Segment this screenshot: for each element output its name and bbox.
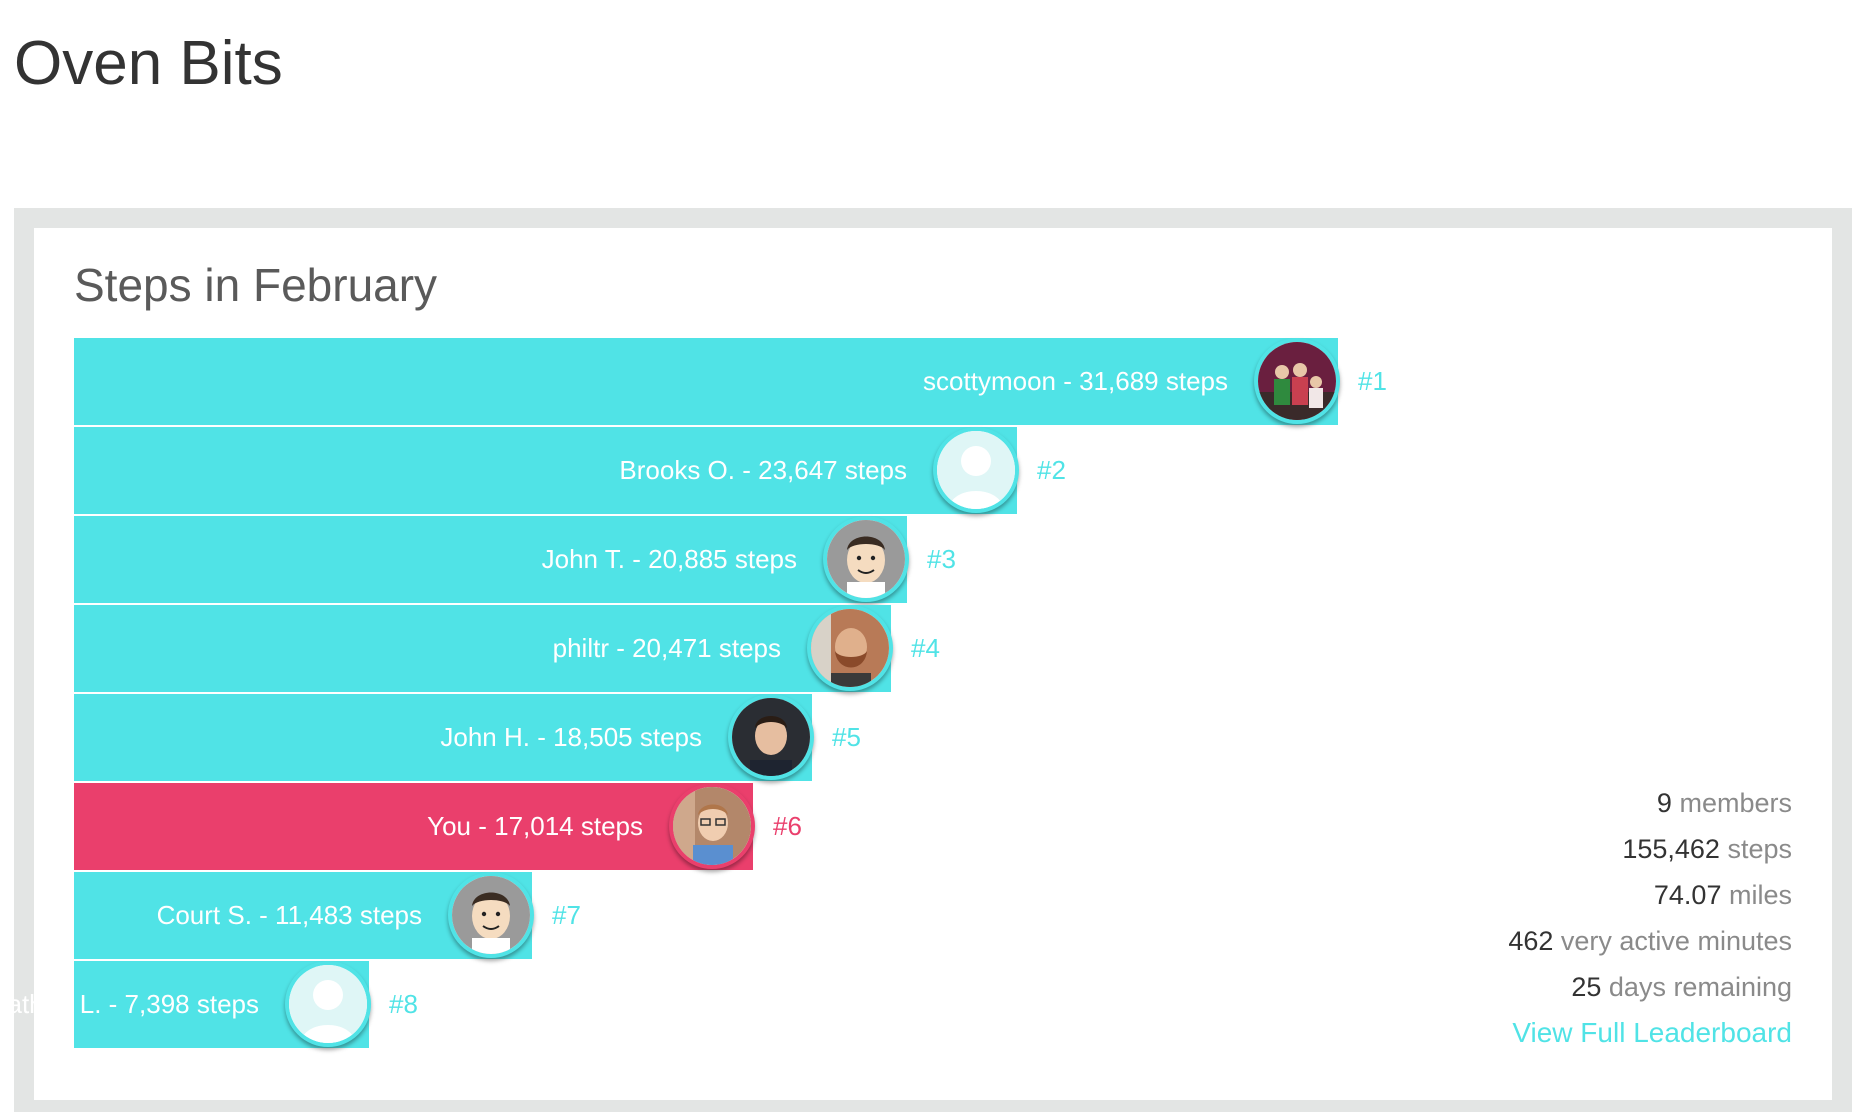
member-steps-label: John T. - 20,885 steps <box>541 544 797 574</box>
rank-label: #5 <box>832 722 861 752</box>
avatar[interactable] <box>448 872 534 958</box>
member-steps-label: Court S. - 11,483 steps <box>156 900 422 930</box>
rank-label: #1 <box>1358 366 1387 396</box>
member-steps-label: philtr - 20,471 steps <box>552 633 781 663</box>
avatar[interactable] <box>1254 338 1340 424</box>
avatar[interactable] <box>823 516 909 602</box>
stat-unit: members <box>1679 788 1792 818</box>
member-steps-label: John H. - 18,505 steps <box>440 722 702 752</box>
leaderboard-row[interactable]: John T. - 20,885 steps #3 <box>74 516 1007 603</box>
steps-bar: scottymoon - 31,689 steps <box>74 338 1340 425</box>
view-full-leaderboard-link[interactable]: View Full Leaderboard <box>1512 1017 1792 1048</box>
member-steps-label: Jonathan L. - 7,398 steps <box>0 989 259 1019</box>
member-steps-label: scottymoon - 31,689 steps <box>923 366 1228 396</box>
leaderboard-bars: scottymoon - 31,689 steps #1 Brooks O. - 2… <box>0 338 1834 1068</box>
stat-line: 74.07 miles <box>1508 872 1792 918</box>
stat-value: 25 <box>1571 972 1602 1002</box>
stat-line: 462 very active minutes <box>1508 918 1792 964</box>
steps-bar: John H. - 18,505 steps <box>74 694 814 781</box>
leaderboard-row[interactable]: philtr - 20,471 steps #4 <box>74 605 991 692</box>
stat-value: 9 <box>1656 788 1672 818</box>
leaderboard-card-frame: Steps in February scottymoon - 31,689 st… <box>0 208 1852 1112</box>
stat-unit: miles <box>1728 880 1792 910</box>
stat-value: 74.07 <box>1653 880 1722 910</box>
leaderboard-row[interactable]: John H. - 18,505 steps #5 <box>74 694 912 781</box>
page-title: Oven Bits <box>14 29 283 98</box>
stat-value: 155,462 <box>1622 834 1720 864</box>
rank-label: #3 <box>927 544 956 574</box>
stat-line: 9 members <box>1508 780 1792 826</box>
rank-label: #7 <box>552 900 581 930</box>
card-title: Steps in February <box>74 259 438 311</box>
avatar[interactable] <box>933 427 1019 513</box>
member-steps-label: Brooks O. - 23,647 steps <box>619 455 907 485</box>
leaderboard-row[interactable]: Jonathan L. - 7,398 steps #8 <box>0 961 469 1048</box>
leaderboard-row[interactable]: Court S. - 11,483 steps #7 <box>74 872 632 959</box>
stat-line: 155,462 steps <box>1508 826 1792 872</box>
stat-unit: very active minutes <box>1560 926 1792 956</box>
rank-label: #2 <box>1037 455 1066 485</box>
steps-bar: philtr - 20,471 steps <box>74 605 893 692</box>
steps-bar: John T. - 20,885 steps <box>74 516 909 603</box>
rank-label: #6 <box>773 811 802 841</box>
avatar[interactable] <box>669 783 755 869</box>
avatar[interactable] <box>285 961 371 1047</box>
steps-bar: You - 17,014 steps <box>74 783 755 870</box>
steps-bar: Court S. - 11,483 steps <box>74 872 534 959</box>
leaderboard-card: Steps in February scottymoon - 31,689 st… <box>0 228 1834 1100</box>
stat-line: 25 days remaining <box>1508 964 1792 1010</box>
steps-bar: Jonathan L. - 7,398 steps <box>0 961 371 1048</box>
stat-unit: steps <box>1727 834 1792 864</box>
leaderboard-row[interactable]: scottymoon - 31,689 steps #1 <box>74 338 1438 425</box>
steps-bar: Brooks O. - 23,647 steps <box>74 427 1019 514</box>
rank-label: #8 <box>389 989 418 1019</box>
avatar[interactable] <box>728 694 814 780</box>
avatar[interactable] <box>807 605 893 691</box>
rank-label: #4 <box>911 633 940 663</box>
member-steps-label: You - 17,014 steps <box>427 811 643 841</box>
leaderboard-row-you[interactable]: You - 17,014 steps #6 <box>74 783 853 870</box>
group-stats: 9 members 155,462 steps 74.07 miles 462 ver… <box>1508 780 1792 1056</box>
stat-unit: days remaining <box>1608 972 1792 1002</box>
leaderboard-row[interactable]: Brooks O. - 23,647 steps #2 <box>74 427 1117 514</box>
stat-value: 462 <box>1508 926 1554 956</box>
